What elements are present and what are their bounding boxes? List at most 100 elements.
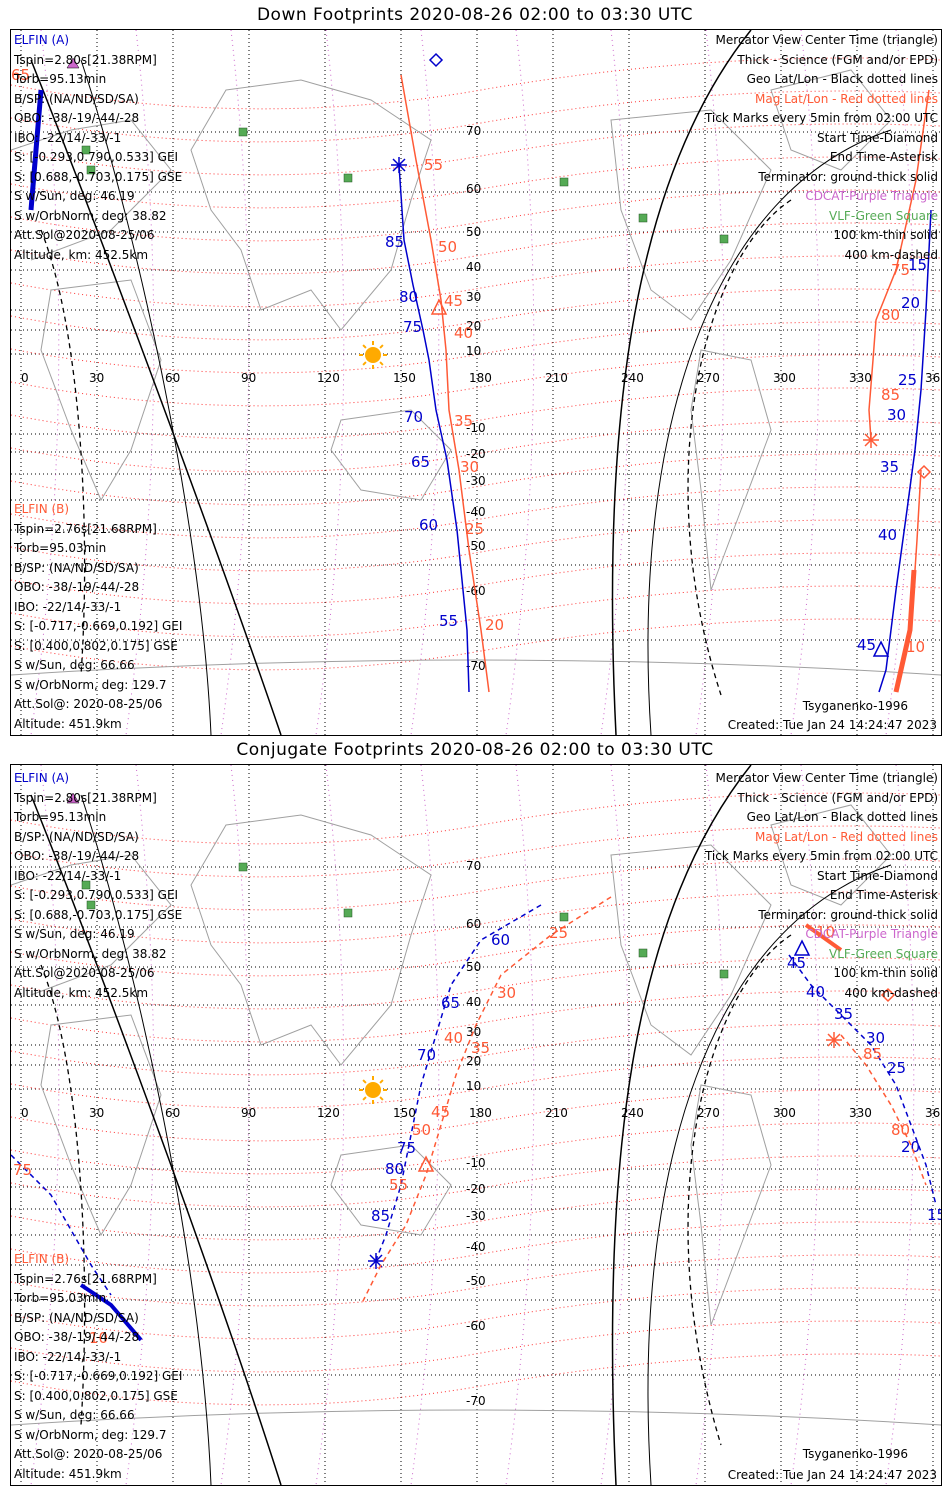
legend-item: Geo Lat/Lon - Black dotted lines <box>746 72 938 86</box>
elfin-a-tick-label: 70 <box>417 1046 436 1064</box>
mag-lon-curve <box>885 765 915 1485</box>
lon-label: 240 <box>621 1106 644 1120</box>
lon-label: 150 <box>393 371 416 385</box>
lon-label: 30 <box>89 371 104 385</box>
asia-coastline <box>190 79 432 331</box>
elfin-b-line: Tspin=2.76s[21.68RPM] <box>14 1271 157 1286</box>
elfin-b-line: Att.Sol@: 2020-08-25/06 <box>14 697 163 711</box>
elfin-a-line: S w/Sun, deg: 46.19 <box>14 927 135 941</box>
elfin-a-tick-label: 75 <box>397 1139 416 1157</box>
africa-coastline <box>40 279 162 502</box>
terminator-100km <box>80 794 212 1485</box>
elfin-a-science-segment <box>79 1283 143 1342</box>
sun-icon <box>365 347 381 363</box>
elfin-a-line: S: [-0.293,0.790,0.533] GEI <box>14 888 179 902</box>
elfin-b-track <box>840 1034 927 1186</box>
vlf-station-marker <box>719 234 729 244</box>
elfin-b-tick-label: 45 <box>431 1103 450 1121</box>
elfin-b-line: Torb=95.03min <box>14 541 107 555</box>
lon-label: 30 <box>89 1106 104 1120</box>
elfin-a-center-triangle <box>793 939 811 956</box>
elfin-b-line: S: [0.400,0.802,0.175] GSE <box>14 638 178 653</box>
elfin-a-line: S: [0.688,-0.703,0.175] GSE <box>14 907 183 922</box>
elfin-b-center-triangle <box>430 298 448 315</box>
elfin-b-science-segment <box>804 923 843 952</box>
mag-lat-curve <box>11 825 941 878</box>
elfin-b-line: S w/Sun, deg: 66.66 <box>14 1408 135 1422</box>
vlf-station-marker <box>238 862 248 872</box>
lon-label: 210 <box>545 371 568 385</box>
elfin-b-line: Att.Sol@: 2020-08-25/06 <box>14 1447 163 1461</box>
vlf-station-marker <box>86 900 96 910</box>
vlf-station-marker <box>638 948 648 958</box>
lon-label: 60 <box>165 371 180 385</box>
mag-lat-curve <box>11 990 941 1043</box>
elfin-b-line: S: [-0.717,-0.669,0.192] GEI <box>14 1369 183 1383</box>
antarctica-coastline <box>11 1409 941 1426</box>
legend-item: 100 km-thin solid <box>833 228 938 242</box>
lon-label: 180 <box>469 371 492 385</box>
mag-lon-curve <box>790 30 820 735</box>
legend-item: VLF-Green Square <box>829 946 938 961</box>
elfin-a-line: IBO: -22/14/-33/-1 <box>14 868 122 883</box>
legend-item: Start Time-Diamond <box>816 868 938 883</box>
elfin-b-tick-label: 80 <box>891 1121 910 1139</box>
elfin-a-tick-label: 25 <box>898 371 917 389</box>
elfin-a-header: ELFIN (A) <box>14 771 70 785</box>
mag-lat-curve <box>11 552 941 605</box>
elfin-b-line: S w/OrbNorm, deg: 129.7 <box>14 677 167 692</box>
greenland-coastline <box>770 69 892 171</box>
footprint-map: 0 30 60 90 120 150 180 210 240 270 300 330 360 70 60 50… <box>11 765 941 1485</box>
elfin-a-line: B/SP: (NA/ND/SD/SA) <box>14 91 139 106</box>
elfin-a-start-diamond <box>428 52 444 68</box>
mag-lat-curve <box>11 1254 941 1307</box>
mag-lat-curve <box>11 321 941 374</box>
mag-lon-curve <box>315 30 345 735</box>
elfin-b-start-diamond <box>880 987 896 1003</box>
elfin-b-track <box>360 896 612 1306</box>
elfin-b-start-diamond <box>916 464 932 480</box>
lat-label: 30 <box>466 290 481 304</box>
lat-label: 50 <box>466 960 481 974</box>
lat-label: -50 <box>466 539 486 553</box>
terminator-400km <box>40 964 86 1426</box>
terminator-ground <box>611 30 752 735</box>
lon-label: 150 <box>393 1106 416 1120</box>
elfin-b-tick-label: 20 <box>485 616 504 634</box>
elfin-a-tick-label: 40 <box>806 983 825 1001</box>
south-america-coastline <box>690 1084 772 1326</box>
elfin-b-header: ELFIN (B) <box>14 502 70 516</box>
elfin-b-line: B/SP: (NA/ND/SD/SA) <box>14 1310 139 1325</box>
lat-label: -10 <box>466 421 486 435</box>
europe-coastline <box>11 854 172 996</box>
lat-label: 20 <box>466 319 481 333</box>
elfin-a-line: S w/Sun, deg: 46.19 <box>14 189 135 203</box>
elfin-b-line: S w/Sun, deg: 66.66 <box>14 658 135 672</box>
legend: Mercator View Center Time (triangle) Thi… <box>705 769 938 1003</box>
lon-label: 0 <box>21 371 29 385</box>
sun-ray <box>379 1096 384 1101</box>
lon-label: 360 <box>925 1106 941 1120</box>
lat-label: -30 <box>466 474 486 488</box>
lat-label: -50 <box>466 1274 486 1288</box>
vlf-station-marker <box>86 165 96 175</box>
elfin-a-tick-label: 15 <box>927 1206 941 1224</box>
mag-lat-curve <box>11 519 941 572</box>
elfin-b-tick-label: 25 <box>549 924 568 942</box>
elfin-a-line: Torb=95.13min <box>14 72 107 86</box>
legend-item: Terminator: ground-thick solid <box>758 169 938 184</box>
mag-lat-curve <box>11 57 941 110</box>
sun-ray <box>362 344 367 349</box>
elfin-b-tick-label: 65 <box>11 66 30 84</box>
lon-label: 120 <box>317 371 340 385</box>
elfin-a-line: S: [0.688,-0.703,0.175] GSE <box>14 169 183 184</box>
elfin-b-tick-label: 40 <box>444 1029 463 1047</box>
legend: Mercator View Center Time (triangle) Thi… <box>705 31 938 265</box>
vlf-station-marker <box>559 177 569 187</box>
elfin-a-tick-label: 80 <box>385 1160 404 1178</box>
vlf-station-marker <box>559 912 569 922</box>
terminator-100km <box>647 129 892 735</box>
mag-lon-curve <box>505 30 535 735</box>
mag-lat-curve <box>11 891 941 944</box>
panel-title-conjugate: Conjugate Footprints 2020-08-26 02:00 to… <box>236 740 714 760</box>
